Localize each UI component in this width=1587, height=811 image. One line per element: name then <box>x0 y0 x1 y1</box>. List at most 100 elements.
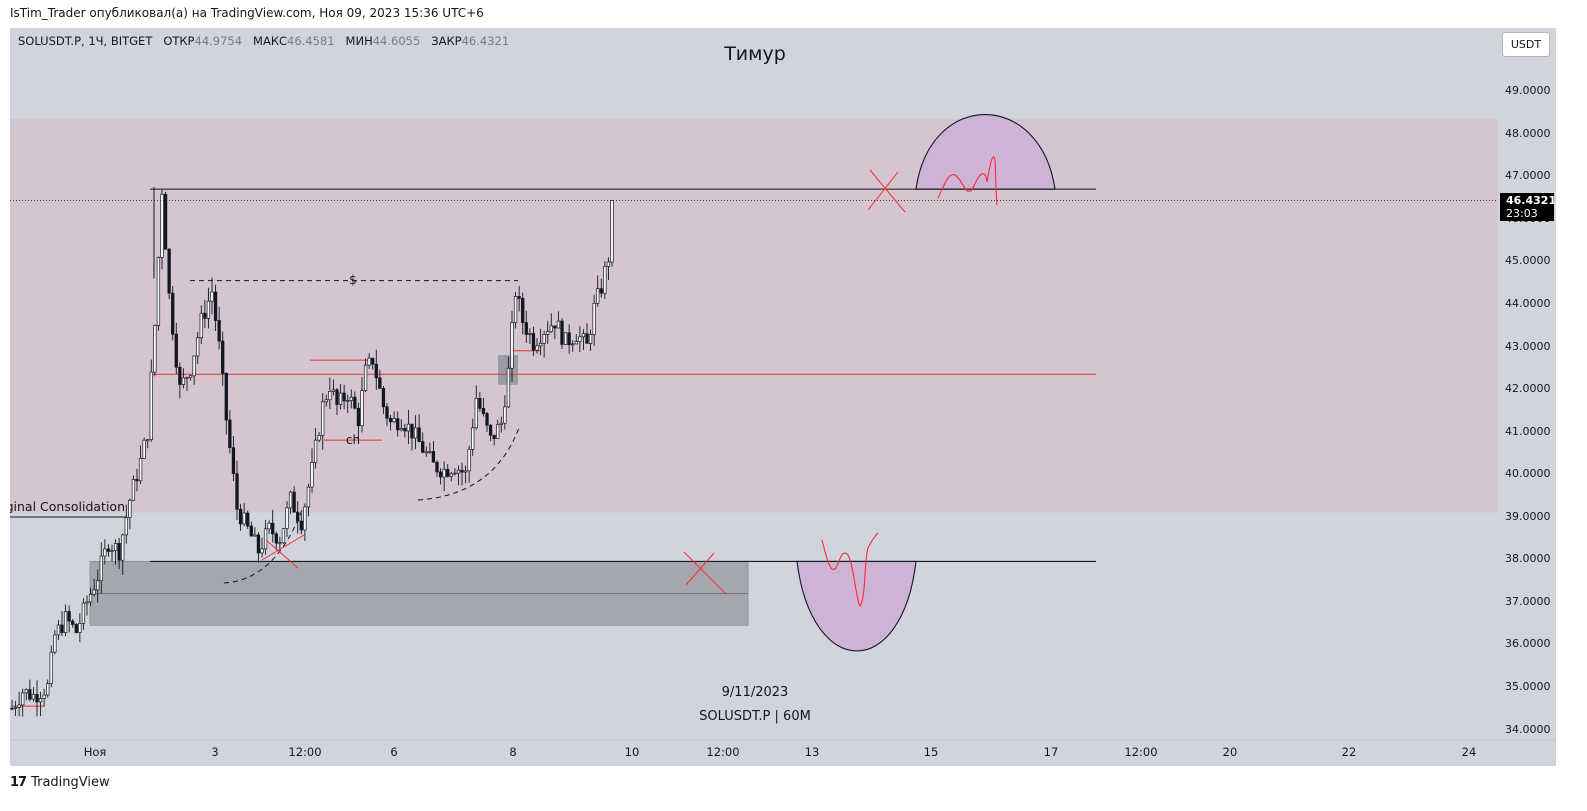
candle-body <box>103 548 107 557</box>
candle-body <box>156 257 161 326</box>
candle-body <box>581 333 586 338</box>
candle-body <box>438 471 443 478</box>
watermark-date: 9/11/2023 <box>721 685 789 700</box>
tradingview-logo-icon: 17 <box>10 775 27 790</box>
time-tick-label: 17 <box>1043 745 1059 759</box>
candle-body <box>138 458 143 482</box>
candle-body <box>413 427 418 439</box>
candle-body <box>146 439 150 442</box>
candle-body <box>467 448 471 472</box>
time-tick-label: 24 <box>1461 745 1477 759</box>
time-tick-label: 12:00 <box>1124 745 1158 759</box>
candle-body <box>285 507 289 529</box>
price-tick-label: 43.0000 <box>1505 339 1551 353</box>
candle-body <box>381 387 386 408</box>
candle-body <box>213 291 218 321</box>
candle-body <box>324 399 328 403</box>
candle-body <box>510 322 514 369</box>
candle-body <box>471 427 475 450</box>
time-tick-label: Ноя <box>83 745 107 759</box>
candle-body <box>56 624 61 636</box>
chart-title: Тимур <box>724 43 786 65</box>
candle-body <box>599 288 603 294</box>
candle-body <box>53 634 57 653</box>
candle-body <box>185 377 189 379</box>
footer-brand-name: TradingView <box>31 775 110 790</box>
candle-body <box>513 296 518 324</box>
candle-body <box>88 593 93 603</box>
candle-body <box>531 333 536 351</box>
candle-body <box>460 469 464 473</box>
bearish-projection-arc <box>796 560 917 652</box>
candle-body <box>367 357 371 366</box>
candle-body <box>574 341 578 345</box>
candle-body <box>85 601 89 604</box>
price-tick-label: 40.0000 <box>1505 467 1551 481</box>
price-tick-label: 41.0000 <box>1505 424 1551 438</box>
open-label: ОТКР <box>163 34 195 48</box>
candle-body <box>235 473 239 510</box>
premium-zone <box>10 118 1498 513</box>
low-label: МИН <box>345 34 373 48</box>
candle-body <box>221 340 225 374</box>
symbol-name[interactable]: SOLUSDT.P, 1Ч, BITGET <box>18 34 153 48</box>
price-tick-label: 45.0000 <box>1505 254 1551 268</box>
price-tick-label: 38.0000 <box>1505 552 1551 566</box>
candle-body <box>49 651 53 685</box>
candle-body <box>256 534 261 554</box>
candle-body <box>71 620 75 625</box>
symbol-legend[interactable]: SOLUSDT.P, 1Ч, BITGET ОТКР44.9754 МАКС46… <box>18 34 509 48</box>
candle-body <box>349 396 353 401</box>
candle-body <box>488 424 493 436</box>
candle-body <box>546 331 550 335</box>
candle-body <box>610 200 614 263</box>
candle-body <box>503 406 507 424</box>
candle-body <box>303 506 307 531</box>
candle-body <box>206 300 211 319</box>
time-tick-label: 15 <box>923 745 939 759</box>
candle-body <box>42 694 46 699</box>
candle-body <box>35 693 39 703</box>
candle-body <box>363 364 368 391</box>
candle-body <box>292 491 296 513</box>
candle-body <box>21 692 25 706</box>
cross-mark-top <box>867 169 906 213</box>
candle-body <box>81 602 86 624</box>
candle-body <box>153 325 157 373</box>
candle-body <box>374 363 378 379</box>
candle-body <box>10 707 14 710</box>
consolidation-zone-label[interactable]: Original Consolidation <box>10 499 125 514</box>
candle-body <box>92 589 96 595</box>
candle-body <box>371 357 375 365</box>
candle-body <box>74 624 78 633</box>
time-tick-label: 20 <box>1222 745 1238 759</box>
currency-unit-button[interactable]: USDT <box>1502 32 1550 57</box>
price-tick-label: 42.0000 <box>1505 382 1551 396</box>
candle-body <box>128 499 132 518</box>
liquidity-mark: $ <box>349 273 357 287</box>
rounded-base-curve <box>417 424 521 501</box>
candle-body <box>78 623 82 633</box>
candle-body <box>446 468 450 477</box>
candle-body <box>596 288 600 304</box>
candle-body <box>396 418 400 431</box>
candle-body <box>521 298 525 324</box>
candle-body <box>13 707 18 709</box>
candle-body <box>556 320 561 329</box>
time-tick-label: 6 <box>390 745 398 759</box>
candle-body <box>17 704 21 708</box>
candle-body <box>578 336 582 342</box>
candle-body <box>356 407 361 427</box>
candle-body <box>192 355 196 377</box>
footer-branding[interactable]: 17 TradingView <box>10 775 110 790</box>
price-tick-label: 37.0000 <box>1505 594 1551 608</box>
time-tick-label: 12:00 <box>706 745 740 759</box>
candle-body <box>28 689 32 700</box>
candle-body <box>535 345 539 351</box>
candle-body <box>603 266 607 294</box>
candle-body <box>435 461 439 473</box>
candle-body <box>492 434 496 439</box>
candle-body <box>142 439 146 459</box>
candle-body <box>203 312 207 319</box>
